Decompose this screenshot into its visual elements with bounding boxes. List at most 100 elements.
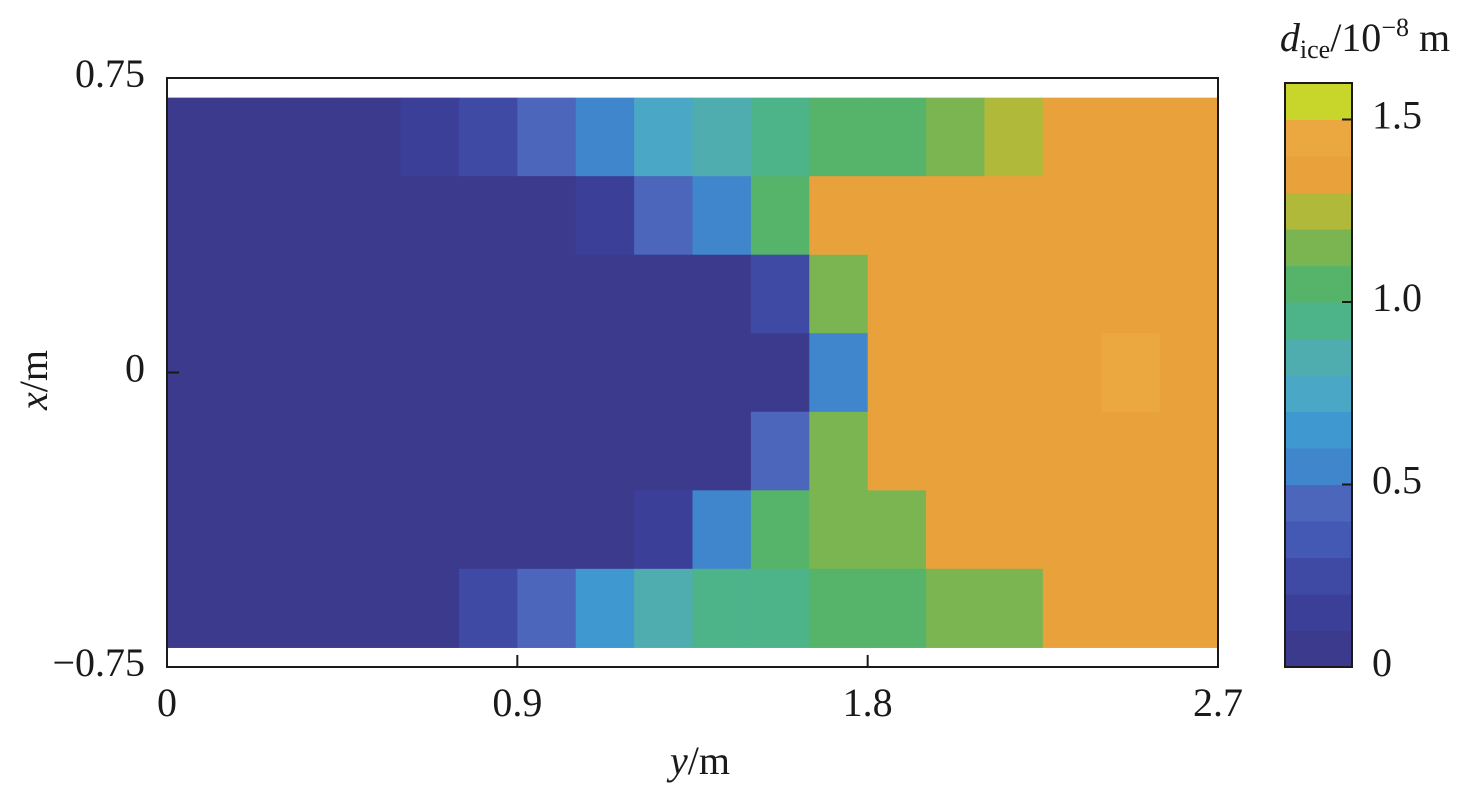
heat-cell (1101, 176, 1161, 256)
heat-cell (634, 490, 694, 570)
heat-cell (634, 97, 694, 177)
heat-cell (458, 97, 518, 177)
heat-cell (984, 333, 1044, 413)
colorbar-band (1285, 302, 1352, 339)
heat-cell (1159, 176, 1219, 256)
heat-cell (692, 333, 752, 413)
heat-cell (926, 490, 986, 570)
heat-cell (400, 568, 460, 648)
heat-cell (809, 254, 869, 334)
heat-cell (809, 490, 869, 570)
heat-cell (225, 333, 285, 413)
heat-cell (1042, 176, 1102, 256)
heat-cell (1159, 97, 1219, 177)
heat-cell (984, 568, 1044, 648)
heat-cell (1159, 568, 1219, 648)
colorbar-band (1285, 119, 1352, 157)
heat-cell (867, 333, 927, 413)
x-label-unit: /m (688, 738, 730, 783)
heat-cell (458, 411, 518, 491)
heat-cell (458, 254, 518, 334)
colorbar-band (1285, 265, 1352, 303)
heat-cell (809, 176, 869, 256)
heat-cell (1042, 568, 1102, 648)
heat-cell (1101, 568, 1161, 648)
heat-cell (1101, 490, 1161, 570)
x-tick-label: 0 (157, 680, 177, 725)
heat-cell (1159, 411, 1219, 491)
heat-cell (750, 254, 810, 334)
heat-cell (342, 333, 402, 413)
heat-cell (984, 254, 1044, 334)
heat-cell (692, 97, 752, 177)
y-tick-label: 0 (125, 346, 145, 391)
heat-cell (283, 568, 343, 648)
heat-cell (1101, 333, 1161, 413)
heat-cell (167, 568, 226, 648)
colorbar-band (1285, 229, 1352, 266)
heat-cell (458, 568, 518, 648)
heat-cell (750, 411, 810, 491)
heat-cell (458, 176, 518, 256)
heat-cell (517, 411, 577, 491)
y-label-symbol: x (11, 392, 56, 411)
heat-cell (984, 176, 1044, 256)
heat-cell (283, 490, 343, 570)
heat-cell (283, 97, 343, 177)
heat-cell (167, 97, 226, 177)
heat-cell (1042, 411, 1102, 491)
y-tick-label: −0.75 (52, 640, 145, 685)
heat-cell (692, 254, 752, 334)
heat-cell (517, 254, 577, 334)
heat-cell (809, 411, 869, 491)
y-tick-label: 0.75 (75, 51, 145, 96)
heat-cell (867, 490, 927, 570)
y-axis-label: x/m (11, 350, 56, 411)
heat-cell (926, 176, 986, 256)
heat-cell (867, 568, 927, 648)
heat-cell (575, 411, 635, 491)
colorbar-band (1285, 630, 1352, 668)
heat-cell (984, 411, 1044, 491)
heat-cell (575, 333, 635, 413)
heat-cell (750, 97, 810, 177)
heat-cell (283, 411, 343, 491)
cb-symbol: d (1280, 15, 1301, 60)
heat-cell (167, 254, 226, 334)
heat-cell (517, 97, 577, 177)
heat-cell (225, 176, 285, 256)
heat-cell (400, 411, 460, 491)
heat-cell (634, 254, 694, 334)
colorbar-frame (1284, 82, 1353, 668)
heat-cell (225, 97, 285, 177)
heat-cell (283, 333, 343, 413)
heat-cell (575, 490, 635, 570)
heat-cell (225, 411, 285, 491)
heat-cell (342, 490, 402, 570)
heat-cell (692, 568, 752, 648)
heat-cell (342, 254, 402, 334)
heat-cell (283, 176, 343, 256)
colorbar-band (1285, 594, 1352, 631)
colorbar-band (1285, 448, 1352, 485)
heat-cell (1042, 490, 1102, 570)
x-label-symbol: y (666, 738, 688, 783)
colorbar-band (1285, 484, 1352, 522)
heat-cell (575, 254, 635, 334)
heat-cell (867, 254, 927, 334)
heat-cell (342, 176, 402, 256)
heat-cell (750, 333, 810, 413)
heat-cell (926, 411, 986, 491)
heat-cell (517, 490, 577, 570)
cb-unit: /10 (1330, 15, 1381, 60)
heat-cell (926, 254, 986, 334)
x-axis-label: y/m (666, 738, 730, 783)
heat-cell (517, 568, 577, 648)
colorbar-band (1285, 411, 1352, 449)
x-tick-label: 1.8 (843, 680, 893, 725)
heat-cell (225, 254, 285, 334)
x-tick-label: 2.7 (1193, 680, 1243, 725)
heat-cell (692, 176, 752, 256)
colorbar-band (1285, 375, 1352, 412)
